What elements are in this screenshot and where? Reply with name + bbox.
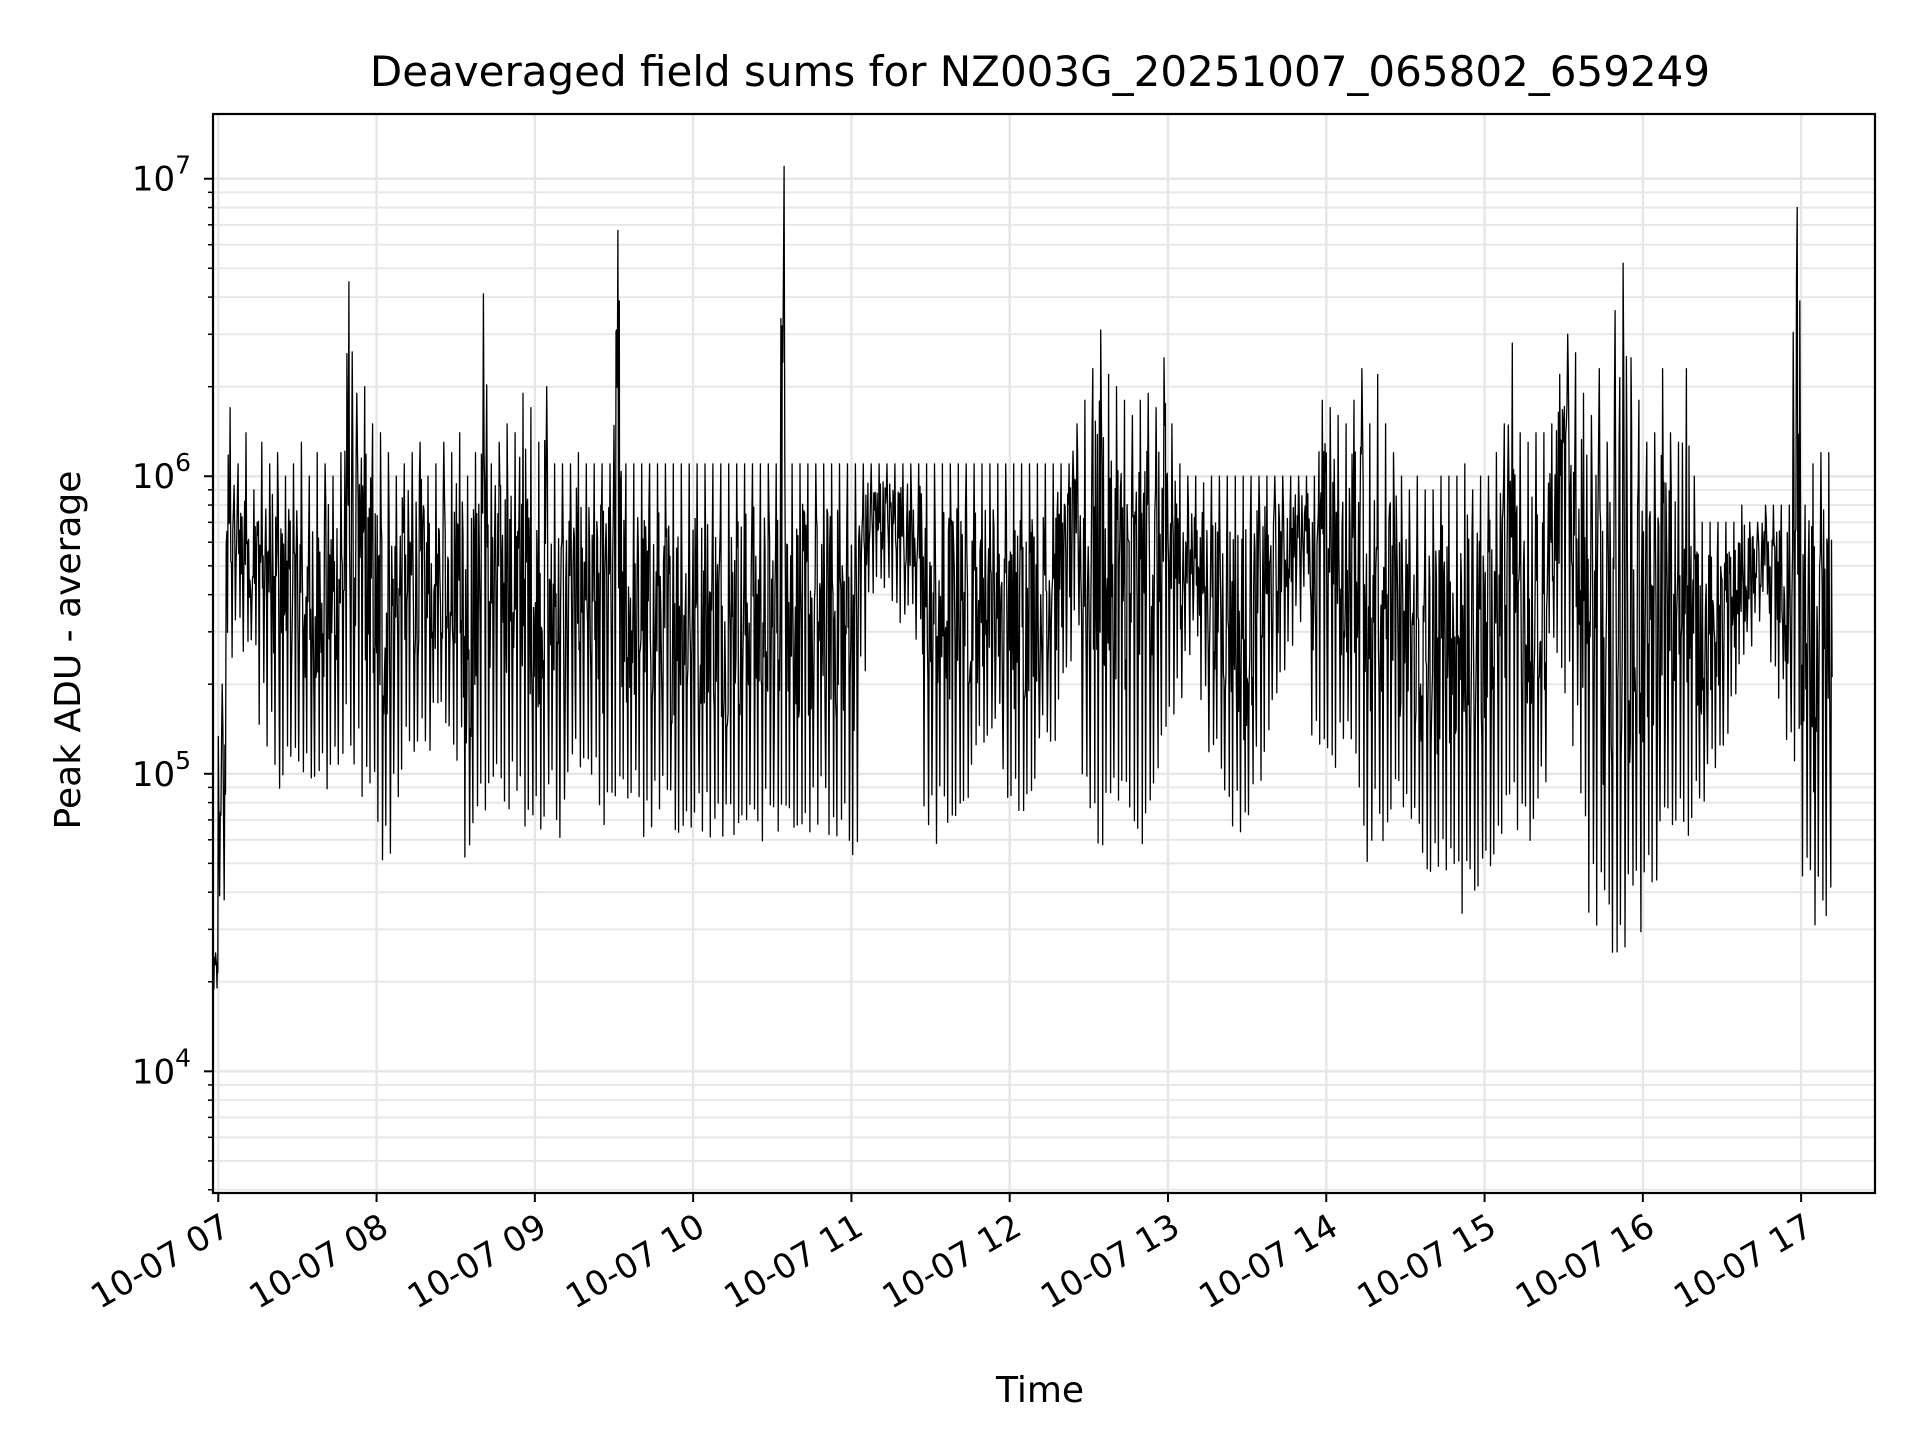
y-tick-base: 10 xyxy=(132,755,175,795)
y-tick-label: 106 xyxy=(132,448,191,497)
y-tick-label: 104 xyxy=(132,1043,191,1092)
y-tick-exponent: 5 xyxy=(175,746,191,775)
y-axis-label: Peak ADU - average xyxy=(48,471,89,830)
y-tick-base: 10 xyxy=(132,457,175,497)
x-axis-label: Time xyxy=(995,1370,1084,1411)
y-tick-exponent: 6 xyxy=(175,448,191,477)
y-tick-exponent: 7 xyxy=(175,151,191,180)
y-tick-base: 10 xyxy=(132,160,175,200)
plot-frame xyxy=(211,112,1877,1195)
y-tick-label: 107 xyxy=(132,151,191,200)
series-line xyxy=(212,165,1833,990)
data-series xyxy=(212,165,1833,990)
y-tick-label: 105 xyxy=(132,746,191,795)
y-tick-exponent: 4 xyxy=(175,1043,191,1072)
chart-title: Deaveraged field sums for NZ003G_2025100… xyxy=(370,47,1710,96)
y-tick-base: 10 xyxy=(132,1052,175,1092)
